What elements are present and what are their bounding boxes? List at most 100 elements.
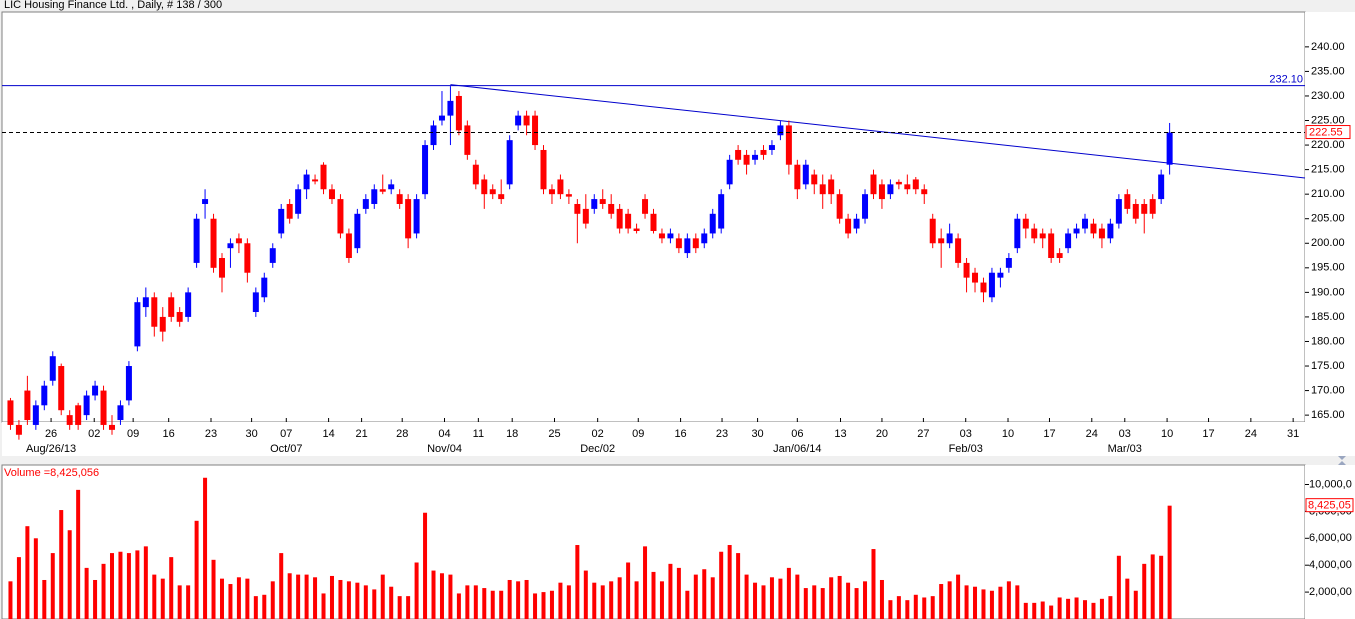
candle-body <box>405 199 412 239</box>
volume-bar <box>1023 602 1028 619</box>
volume-bar <box>329 575 334 619</box>
candle-body <box>658 233 665 239</box>
volume-bar <box>888 600 893 619</box>
candle-body <box>32 405 39 425</box>
y-tick-label: 235.00 <box>1311 65 1345 77</box>
y-tick-label: 180.00 <box>1311 335 1345 347</box>
candle-body <box>41 385 48 406</box>
volume-bar <box>854 588 859 619</box>
candle-body <box>1141 203 1148 214</box>
candle-body <box>303 174 310 190</box>
candle-body <box>1073 228 1080 234</box>
volume-bar <box>304 574 309 619</box>
candle-body <box>836 194 843 219</box>
candle-body <box>1132 203 1139 219</box>
candle-body <box>312 179 319 182</box>
volume-bar <box>651 571 656 619</box>
x-major-label: Oct/07 <box>270 443 302 455</box>
volume-bar <box>42 579 47 619</box>
volume-bar <box>499 590 504 619</box>
volume-bar <box>448 574 453 619</box>
candle-body <box>515 115 522 126</box>
candle-body <box>853 218 860 229</box>
volume-bar <box>346 581 351 619</box>
x-tick-label: 24 <box>1086 428 1098 440</box>
last-price-box <box>1305 125 1351 140</box>
y-tick-label: 190.00 <box>1311 286 1345 298</box>
candle-body <box>218 258 225 278</box>
candle-body <box>506 140 513 185</box>
volume-bar <box>25 526 30 619</box>
volume-bar <box>465 585 470 619</box>
x-major-label: Jan/06/14 <box>773 443 821 455</box>
volume-bar <box>203 477 208 619</box>
x-major-label: Feb/03 <box>949 443 983 455</box>
candle-body <box>599 199 606 204</box>
y-tick-label: 200.00 <box>1311 237 1345 249</box>
candle-body <box>633 228 640 231</box>
candle-body <box>83 395 90 416</box>
volume-bar <box>947 581 952 619</box>
volume-bar <box>50 553 55 619</box>
candle-body <box>667 233 674 239</box>
candle-body <box>768 145 775 150</box>
x-tick-label: 04 <box>438 428 450 440</box>
candle-body <box>862 194 869 219</box>
volume-bar <box>549 590 554 619</box>
candle-body <box>1098 228 1105 239</box>
volume-bar <box>76 489 81 619</box>
volume-bar <box>59 510 64 619</box>
volume-bar <box>761 585 766 619</box>
volume-bar <box>1083 600 1088 619</box>
volume-axis-area <box>1305 465 1355 619</box>
volume-bar <box>109 553 114 619</box>
y-tick-label: 230.00 <box>1311 90 1345 102</box>
candle-body <box>921 189 928 195</box>
candle-body <box>134 302 141 347</box>
volume-title: Volume =8,425,056 <box>4 467 99 479</box>
volume-bar <box>389 586 394 619</box>
volume-bar <box>693 574 698 619</box>
panel-arrow[interactable] <box>1338 461 1346 465</box>
volume-bar <box>313 577 318 619</box>
volume-bar <box>262 594 267 619</box>
candle-body <box>701 233 708 244</box>
candle-body <box>58 366 65 411</box>
candle-body <box>1056 253 1063 258</box>
volume-bar <box>84 567 89 619</box>
candle-body <box>887 184 894 195</box>
candle-body <box>938 238 945 244</box>
volume-bar <box>1133 590 1138 619</box>
candle-body <box>802 164 809 185</box>
candle-body <box>1166 132 1173 165</box>
candle-body <box>202 199 209 204</box>
volume-bar <box>1108 596 1113 619</box>
volume-bar <box>338 579 343 619</box>
candle-body <box>117 405 124 421</box>
volume-bar <box>617 577 622 619</box>
volume-bar <box>998 586 1003 619</box>
candle-body <box>210 218 217 268</box>
candle-body <box>785 125 792 165</box>
volume-bar <box>719 551 724 619</box>
candle-body <box>811 174 818 185</box>
volume-bar <box>363 585 368 619</box>
panel-arrow[interactable] <box>1338 456 1346 460</box>
candle-body <box>362 199 369 209</box>
candle-body <box>337 199 344 234</box>
volume-bar <box>533 593 538 619</box>
candle-body <box>777 125 784 136</box>
candle-body <box>684 238 691 254</box>
volume-bar <box>829 577 834 619</box>
volume-bar <box>8 581 13 619</box>
candle-body <box>980 282 987 293</box>
volume-bar <box>296 574 301 619</box>
candle-body <box>735 149 742 160</box>
candle-body <box>997 272 1004 278</box>
candle-body <box>955 238 962 263</box>
candle-body <box>49 356 56 381</box>
candle-body <box>1115 199 1122 224</box>
volume-bar <box>414 562 419 619</box>
x-tick-label: 10 <box>1161 428 1173 440</box>
